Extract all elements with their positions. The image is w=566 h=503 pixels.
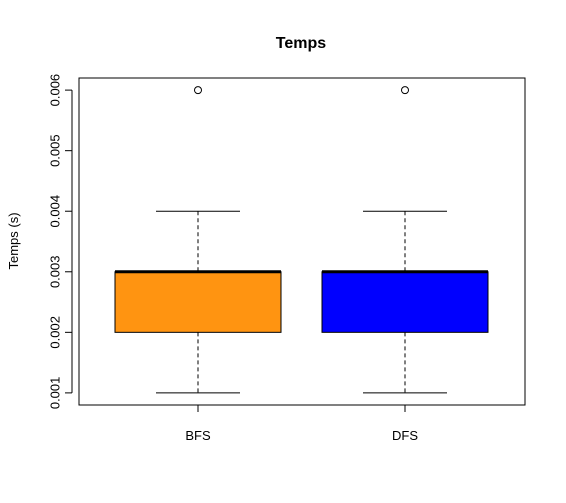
chart-title: Temps bbox=[276, 35, 326, 52]
x-tick-label: DFS bbox=[392, 428, 418, 443]
y-tick-label: 0.004 bbox=[48, 195, 63, 228]
y-tick-label: 0.005 bbox=[48, 134, 63, 167]
y-tick-label: 0.001 bbox=[48, 377, 63, 410]
y-axis-label: Temps (s) bbox=[6, 212, 21, 269]
y-tick-label: 0.003 bbox=[48, 256, 63, 289]
y-tick-label: 0.002 bbox=[48, 316, 63, 349]
box-bfs bbox=[114, 271, 282, 333]
outlier-point bbox=[194, 86, 202, 95]
y-tick-label: 0.006 bbox=[48, 74, 63, 107]
plot-area: 0.001 0.002 0.003 0.004 0.005 0.006 BFS DFS bbox=[48, 74, 526, 443]
x-tick-label: BFS bbox=[185, 428, 211, 443]
outlier-point bbox=[401, 86, 409, 95]
plot-frame bbox=[78, 77, 526, 406]
box-dfs bbox=[321, 271, 489, 333]
